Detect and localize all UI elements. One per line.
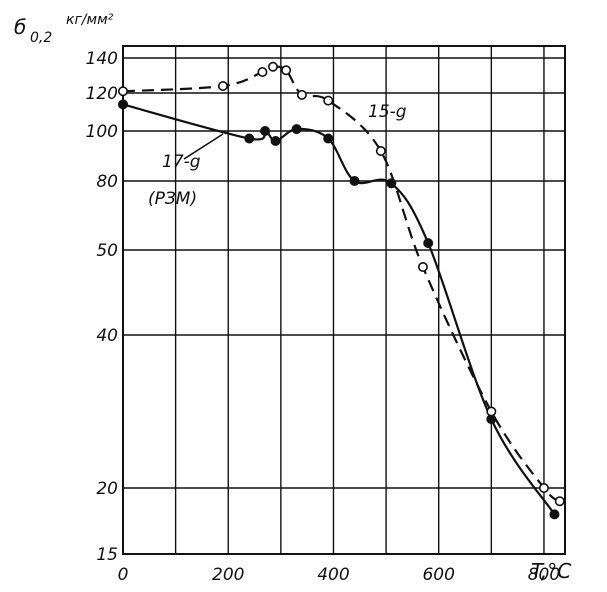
x-tick-label: 0 <box>118 565 129 585</box>
data-point-0 <box>118 99 129 110</box>
x-tick-label: 200 <box>212 565 244 585</box>
plot-frame <box>122 45 566 555</box>
data-point-1 <box>417 261 428 272</box>
data-point-1 <box>554 496 565 507</box>
y-tick-label: 40 <box>96 326 118 346</box>
grid <box>122 45 566 555</box>
data-point-1 <box>486 406 497 417</box>
leader-line-17g <box>183 133 224 160</box>
data-point-1 <box>281 65 292 76</box>
data-point-0 <box>270 136 281 147</box>
data-point-0 <box>549 509 560 520</box>
y-tick-label: 100 <box>86 122 118 142</box>
data-point-0 <box>291 124 302 135</box>
data-point-0 <box>386 178 397 189</box>
data-point-0 <box>349 176 360 187</box>
y-tick-label: 120 <box>86 84 118 104</box>
data-point-1 <box>118 86 129 97</box>
series-label-17g-line2: (РЗМ) <box>148 189 197 209</box>
series-label-15g: 15-g <box>368 102 407 122</box>
data-point-1 <box>375 146 386 157</box>
y-tick-label: 15 <box>96 545 118 565</box>
data-point-0 <box>260 126 271 137</box>
y-label-sub: 0,2 <box>30 30 52 46</box>
y-tick-label: 20 <box>96 479 118 499</box>
y-axis-label: б 0,2 кг/мм² <box>14 12 114 46</box>
series-line-1 <box>122 65 561 503</box>
markers-layer <box>118 61 565 520</box>
y-label-main: б <box>14 15 26 39</box>
y-tick-label: 80 <box>96 172 118 192</box>
y-label-unit: кг/мм² <box>66 12 114 28</box>
series-layer <box>122 65 561 516</box>
y-tick-label: 140 <box>86 49 118 69</box>
data-point-0 <box>423 238 434 249</box>
series-label-17g: 17-g (РЗМ) <box>148 133 224 209</box>
data-point-1 <box>267 61 278 72</box>
series-label-17g-line1: 17-g <box>162 152 201 172</box>
x-tick-label: 800 <box>528 565 560 585</box>
x-tick-label: 400 <box>317 565 349 585</box>
data-point-1 <box>217 81 228 92</box>
data-point-1 <box>257 67 268 78</box>
y-tick-label: 50 <box>96 241 118 261</box>
data-point-1 <box>296 89 307 100</box>
tick-labels: 0 200 400 600 800 15 20 40 50 80 100 120 140 <box>86 49 561 585</box>
series-label-15g-text: 15-g <box>368 102 407 122</box>
x-tick-label: 600 <box>422 565 454 585</box>
data-point-0 <box>244 133 255 144</box>
data-point-0 <box>323 133 334 144</box>
data-point-1 <box>323 95 334 106</box>
series-line-0 <box>122 103 556 516</box>
x-axis-label: T,°C <box>531 559 571 583</box>
data-point-1 <box>538 482 549 493</box>
